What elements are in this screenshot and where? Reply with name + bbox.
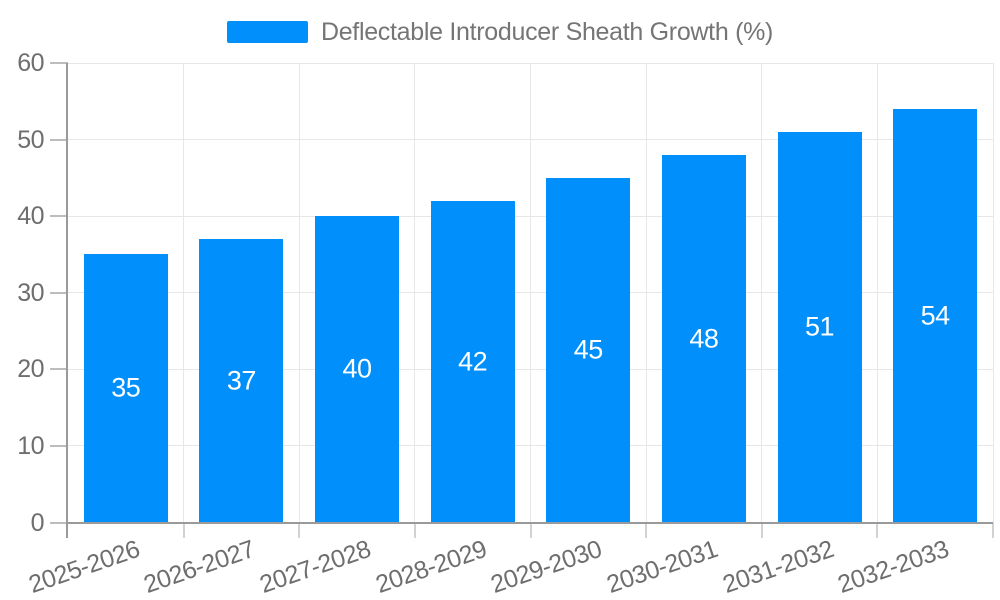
x-axis-category-label: 2027-2028: [256, 534, 375, 599]
x-tick-mark: [529, 522, 532, 538]
bar-2027-2028: 40: [315, 216, 400, 523]
legend-swatch-icon: [226, 21, 308, 43]
bar-value-label: 35: [111, 372, 141, 403]
y-tick-mark: [50, 368, 68, 371]
bar-2032-2033: 54: [893, 108, 978, 523]
x-tick-mark: [992, 522, 994, 538]
gridline-vertical: [414, 63, 416, 523]
bar-2028-2029: 42: [430, 200, 515, 523]
x-axis-category-label: 2032-2033: [834, 534, 953, 599]
gridline-vertical: [645, 63, 647, 523]
y-axis-tick-label: 0: [30, 508, 45, 537]
bar-value-label: 40: [342, 353, 373, 384]
y-axis-tick-label: 30: [17, 278, 44, 307]
y-axis-tick-label: 40: [17, 202, 44, 231]
bar-2030-2031: 48: [661, 154, 746, 523]
bar-value-label: 37: [226, 365, 257, 396]
x-axis-line: [66, 522, 993, 524]
y-tick-mark: [50, 521, 68, 524]
bar-value-label: 48: [689, 323, 719, 354]
y-axis-tick-label: 10: [17, 431, 44, 460]
bar-2026-2027: 37: [199, 239, 284, 523]
y-tick-mark: [50, 138, 68, 141]
gridline-vertical: [183, 63, 185, 523]
bar-value-label: 42: [458, 346, 488, 377]
gridline-vertical: [298, 63, 300, 523]
y-tick-mark: [50, 215, 68, 218]
x-tick-mark: [298, 522, 301, 538]
gridline-vertical: [992, 63, 994, 523]
gridline-vertical: [530, 63, 531, 523]
x-tick-mark: [760, 522, 763, 538]
x-tick-mark: [645, 522, 648, 538]
x-tick-mark: [182, 522, 185, 538]
bar-2031-2032: 51: [777, 131, 862, 523]
y-axis-tick-label: 60: [17, 49, 44, 77]
x-axis-category-label: 2031-2032: [718, 534, 837, 599]
x-tick-mark: [413, 522, 416, 538]
bar-value-label: 45: [573, 334, 604, 365]
y-tick-mark: [50, 291, 68, 294]
x-axis-category-label: 2025-2026: [25, 534, 143, 599]
y-tick-mark: [50, 62, 68, 64]
x-tick-mark: [876, 522, 879, 538]
x-axis-category-label: 2026-2027: [140, 534, 259, 599]
bar-value-label: 54: [920, 300, 951, 331]
bar-2025-2026: 35: [83, 254, 168, 523]
x-axis-category-label: 2030-2031: [603, 534, 722, 599]
legend[interactable]: Deflectable Introducer Sheath Growth (%): [0, 16, 1000, 48]
bar-2029-2030: 45: [546, 177, 631, 523]
y-axis-tick-label: 50: [17, 125, 44, 154]
bar-value-label: 51: [805, 311, 835, 342]
gridline-vertical: [761, 63, 763, 523]
y-tick-mark: [50, 444, 68, 447]
x-axis-category-label: 2028-2029: [371, 534, 490, 599]
y-axis-line: [66, 63, 68, 538]
y-axis-tick-label: 20: [17, 355, 44, 384]
x-axis-category-label: 2029-2030: [487, 534, 606, 599]
legend-label: Deflectable Introducer Sheath Growth (%): [320, 17, 774, 46]
gridline-vertical: [876, 63, 878, 523]
